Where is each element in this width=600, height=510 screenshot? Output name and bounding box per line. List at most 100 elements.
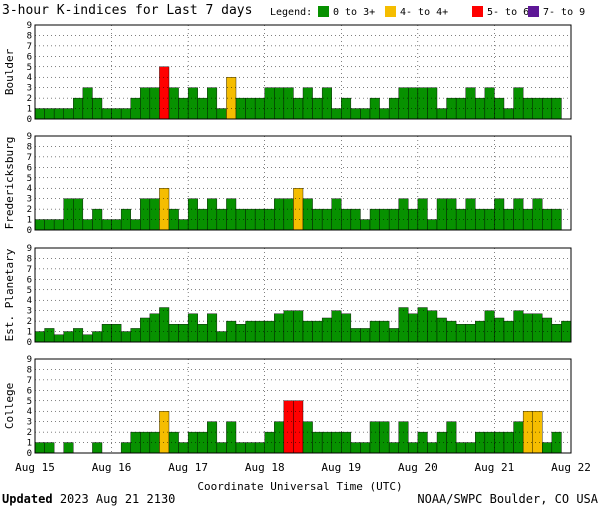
k-index-bar [207,198,218,231]
k-index-bar [446,198,457,231]
y-tick-label: 5 [27,174,32,184]
k-index-bar [503,320,514,343]
y-tick-label: 4 [27,296,32,306]
k-index-bar [216,331,227,343]
k-index-bar [293,400,304,454]
legend: Legend: 0 to 3+ 4- to 4+ 5- to 6+ 7- to 9 [270,6,585,18]
k-index-bar [513,87,524,120]
y-tick-label: 7 [27,42,32,52]
k-index-bar [207,87,218,120]
k-index-bar [73,328,84,343]
k-index-bar [417,87,428,120]
k-index-bar [484,431,495,454]
x-tick-label: Aug 18 [245,461,285,474]
legend-swatch [528,6,539,17]
k-index-bar [436,198,447,231]
y-tick-label: 6 [27,163,32,173]
x-tick-label: Aug 15 [15,461,55,474]
legend-title: Legend: [270,7,312,18]
k-index-bar [408,442,419,454]
k-index-bar [44,442,55,454]
k-index-bar [120,442,131,454]
k-index-bar [455,442,466,454]
y-tick-label: 3 [27,84,32,94]
k-index-bar [360,442,371,454]
k-index-bar [178,442,189,454]
y-tick-label: 5 [27,286,32,296]
panels: 0123456789Boulder0123456789Fredericksbur… [3,21,572,459]
k-index-bar [274,421,285,454]
k-index-bar [264,87,275,120]
k-index-bar [226,421,237,454]
k-index-bar [140,317,151,343]
k-index-bar [168,208,179,231]
k-index-bar [53,334,64,343]
k-index-bar [73,97,84,120]
k-index-bar [379,108,390,120]
k-index-bar [302,87,313,120]
y-tick-label: 4 [27,184,32,194]
k-index-bar [341,313,352,343]
updated-value: 2023 Aug 21 2130 [60,492,176,506]
k-index-bar [398,87,409,120]
k-index-bar [465,87,476,120]
k-index-bar [408,208,419,231]
k-index-bar [283,87,294,120]
k-index-bar [532,313,543,343]
k-index-bar [168,324,179,343]
k-index-bar [140,431,151,454]
k-index-bar [436,317,447,343]
k-index-bar [274,87,285,120]
panel-frame [34,358,572,454]
k-index-bar [350,108,361,120]
k-index-bar [168,431,179,454]
updated-label: Updated [2,492,53,506]
y-tick-label: 0 [27,226,32,236]
k-index-bar [101,108,112,120]
k-index-bar [120,208,131,231]
k-index-bar [408,87,419,120]
k-index-bar [398,198,409,231]
k-index-bar [34,219,45,231]
k-index-bar [436,431,447,454]
k-index-bar [226,198,237,231]
k-index-bar [53,108,64,120]
k-index-bar [216,108,227,120]
k-index-bar [398,307,409,343]
k-index-bar [341,431,352,454]
k-index-bar [542,317,553,343]
k-index-bar [494,317,505,343]
legend-entry-label: 7- to 9 [543,7,585,18]
k-index-bar [254,442,265,454]
k-index-bar [92,97,103,120]
x-tick-label: Aug 16 [92,461,132,474]
y-tick-label: 1 [27,216,32,226]
y-tick-label: 5 [27,397,32,407]
y-tick-label: 7 [27,376,32,386]
k-index-bar [465,324,476,343]
y-tick-label: 8 [27,142,32,152]
y-tick-label: 9 [27,244,32,254]
k-index-bar [331,310,342,343]
k-index-bar [207,421,218,454]
panel-frame [34,24,572,120]
k-index-bar [360,328,371,343]
k-index-bar [522,313,533,343]
k-index-bar [436,108,447,120]
k-index-bar [44,219,55,231]
k-index-bar [130,219,141,231]
k-index-bar [283,400,294,454]
k-index-bar [341,97,352,120]
k-index-bar [302,198,313,231]
k-index-bar [379,421,390,454]
k-index-bar [455,324,466,343]
k-index-bar [312,320,323,343]
y-tick-label: 6 [27,386,32,396]
k-index-bar [216,442,227,454]
y-tick-label: 7 [27,265,32,275]
legend-swatch [472,6,483,17]
k-index-bar [140,87,151,120]
y-tick-label: 3 [27,418,32,428]
